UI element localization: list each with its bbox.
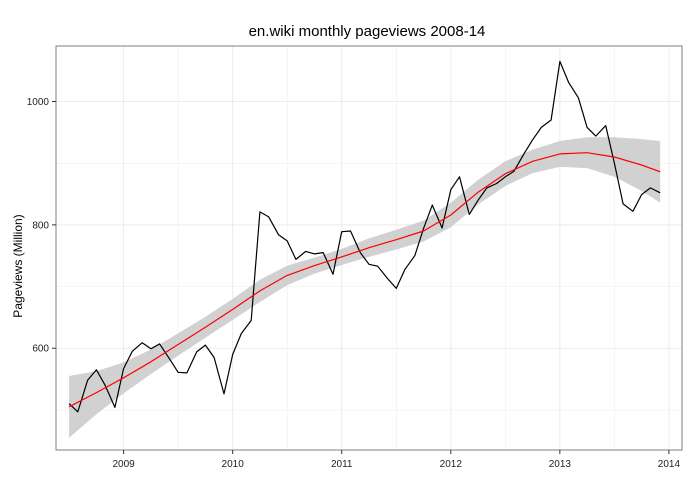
- smooth-line-layer: [68, 152, 661, 408]
- x-tick-label: 2014: [658, 459, 681, 470]
- y-axis-label: Pageviews (Million): [11, 214, 25, 317]
- series-line-0: [68, 60, 661, 413]
- y-axis-ticks: 600 800 1000: [27, 97, 56, 355]
- x-axis-ticks: 2009 2010 2011 2012 2013 2014: [112, 450, 680, 470]
- x-tick-label: 2013: [549, 459, 572, 470]
- y-tick-label: 800: [32, 220, 49, 231]
- panel-frame-layer: [55, 45, 683, 451]
- panel-border: [55, 45, 683, 451]
- x-tick-label: 2010: [222, 459, 245, 470]
- confidence-band-layer: [69, 137, 661, 438]
- confidence-band: [69, 137, 661, 438]
- y-tick-label: 1000: [27, 97, 50, 108]
- grid-lines: [56, 46, 682, 450]
- y-tick-label: 600: [32, 344, 49, 355]
- series-layer: [68, 60, 661, 413]
- x-tick-label: 2012: [440, 459, 463, 470]
- chart-title: en.wiki monthly pageviews 2008-14: [249, 23, 486, 40]
- x-tick-label: 2009: [112, 459, 135, 470]
- smooth-line: [68, 152, 661, 408]
- x-tick-label: 2011: [331, 459, 353, 470]
